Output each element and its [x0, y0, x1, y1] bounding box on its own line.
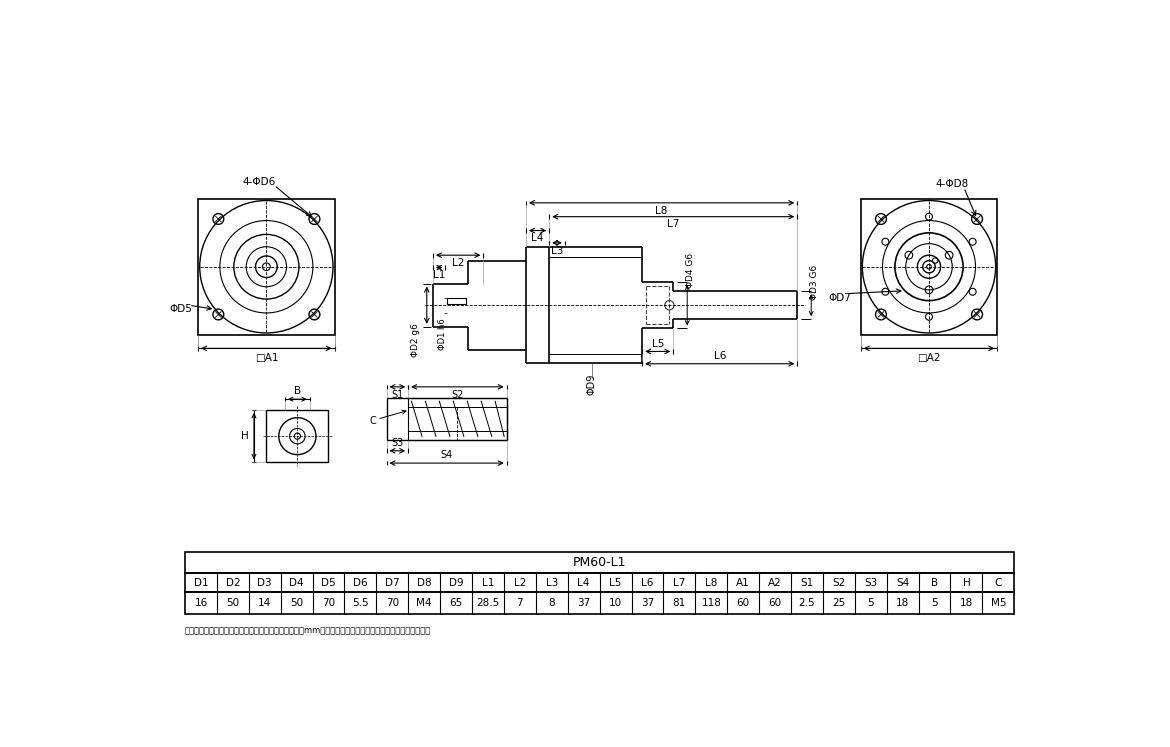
Text: 5: 5: [931, 598, 938, 608]
Text: 10: 10: [610, 598, 622, 608]
Text: L7: L7: [673, 578, 686, 588]
Text: 25: 25: [832, 598, 846, 608]
Text: L5: L5: [610, 578, 621, 588]
Bar: [185, 551, 1014, 573]
Text: 37: 37: [577, 598, 591, 608]
Bar: [447, 297, 467, 304]
Text: D4: D4: [289, 578, 304, 588]
Text: ΦD1 h6: ΦD1 h6: [438, 319, 447, 350]
Text: 81: 81: [673, 598, 686, 608]
Text: C: C: [994, 578, 1002, 588]
Text: S1: S1: [391, 389, 404, 400]
Text: 70: 70: [322, 598, 335, 608]
Text: 18: 18: [959, 598, 973, 608]
Bar: [386, 397, 507, 440]
Text: ΦD9: ΦD9: [587, 374, 597, 395]
Bar: [408, 397, 507, 440]
Text: 16: 16: [194, 598, 207, 608]
Text: B: B: [294, 386, 301, 397]
Text: D2: D2: [226, 578, 240, 588]
Text: S3: S3: [391, 438, 404, 448]
Text: H: H: [241, 431, 248, 441]
Text: M4: M4: [417, 598, 432, 608]
Bar: [267, 410, 329, 462]
Text: H: H: [963, 578, 970, 588]
Text: C: C: [370, 416, 376, 426]
Text: 37: 37: [641, 598, 654, 608]
Bar: [198, 199, 335, 335]
Text: L6: L6: [641, 578, 654, 588]
Text: L5: L5: [652, 338, 663, 349]
Text: L1: L1: [482, 578, 494, 588]
Text: B: B: [931, 578, 938, 588]
Text: 8: 8: [549, 598, 555, 608]
Bar: [185, 592, 1014, 614]
Text: 14: 14: [259, 598, 271, 608]
Text: S4: S4: [440, 450, 453, 460]
Text: 118: 118: [701, 598, 721, 608]
Text: A1: A1: [736, 578, 750, 588]
Text: L4: L4: [531, 233, 544, 244]
Text: 70: 70: [386, 598, 399, 608]
Text: ΦD3 G6: ΦD3 G6: [810, 264, 819, 300]
Text: D5: D5: [322, 578, 336, 588]
Text: L3: L3: [551, 246, 563, 255]
Text: 注：此图仅供参考，具体尺寸以实物为准，尺寸单位：mm，尺寸公差参照国家标准，如有改动恐不另行通知: 注：此图仅供参考，具体尺寸以实物为准，尺寸单位：mm，尺寸公差参照国家标准，如有…: [185, 626, 432, 636]
Text: L8: L8: [655, 205, 668, 216]
Text: 4-ΦD6: 4-ΦD6: [242, 177, 275, 187]
Text: ΦD2 g6: ΦD2 g6: [412, 323, 420, 357]
Text: □A2: □A2: [917, 353, 941, 362]
Text: A2: A2: [769, 578, 782, 588]
Text: S2: S2: [452, 389, 463, 400]
Text: L1: L1: [433, 270, 446, 280]
Text: 18: 18: [896, 598, 909, 608]
Text: L2: L2: [452, 258, 464, 268]
Text: PM60-L1: PM60-L1: [573, 556, 626, 569]
Text: L3: L3: [545, 578, 558, 588]
Text: M5: M5: [991, 598, 1006, 608]
Text: L6: L6: [714, 351, 725, 361]
Text: L2: L2: [514, 578, 526, 588]
Text: 5: 5: [867, 598, 874, 608]
Text: L8: L8: [706, 578, 717, 588]
Text: 60: 60: [737, 598, 750, 608]
Text: □A1: □A1: [255, 353, 278, 362]
Text: S4: S4: [896, 578, 909, 588]
Text: S3: S3: [865, 578, 878, 588]
Text: 50: 50: [290, 598, 303, 608]
Text: S2: S2: [832, 578, 846, 588]
Text: S1: S1: [800, 578, 813, 588]
Text: 5.5: 5.5: [352, 598, 369, 608]
Text: D8: D8: [417, 578, 432, 588]
Text: D3: D3: [257, 578, 273, 588]
Text: D1: D1: [193, 578, 208, 588]
Text: 28.5: 28.5: [476, 598, 500, 608]
Text: ΦD7: ΦD7: [828, 293, 852, 303]
Bar: [861, 199, 997, 335]
Text: D6: D6: [353, 578, 367, 588]
Text: D7: D7: [385, 578, 400, 588]
Bar: [185, 573, 1014, 592]
Text: D9: D9: [449, 578, 463, 588]
Text: ΦD4 G6: ΦD4 G6: [686, 253, 695, 288]
Text: 50: 50: [226, 598, 240, 608]
Text: 7: 7: [517, 598, 523, 608]
Text: ΦD5: ΦD5: [170, 304, 193, 314]
Text: L7: L7: [667, 220, 680, 229]
Text: 4-ΦD8: 4-ΦD8: [936, 179, 969, 188]
Text: 60: 60: [769, 598, 782, 608]
Text: 65: 65: [449, 598, 462, 608]
Text: L4: L4: [578, 578, 590, 588]
Text: 2.5: 2.5: [799, 598, 815, 608]
